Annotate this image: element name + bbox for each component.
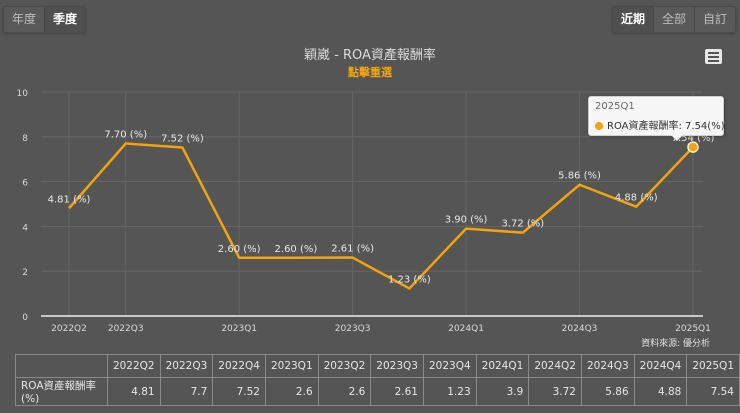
table-header-row: 2022Q2 2022Q3 2022Q4 2023Q1 2023Q2 2023Q3 2023… xyxy=(15,354,740,378)
data-label: 7.54 (%) xyxy=(672,133,715,144)
y-tick-label: 2 xyxy=(22,268,28,278)
table-cell: 5.86 xyxy=(580,377,635,406)
period-toggle: 年度 季度 xyxy=(3,6,87,33)
data-label: 5.86 (%) xyxy=(558,171,601,182)
data-labels: 4.81 (%) 7.70 (%) 7.52 (%) 2.60 (%) 2.60 (%)… xyxy=(48,130,715,286)
range-toggle: 近期 全部 自訂 xyxy=(611,6,736,33)
table-header-cell: 2025Q1 xyxy=(686,354,740,378)
data-label: 1.23 (%) xyxy=(388,274,431,285)
all-button[interactable]: 全部 xyxy=(653,7,695,32)
table-cell: 1.23 xyxy=(422,377,477,406)
y-tick-label: 6 xyxy=(22,179,28,189)
table-header-cell: 2023Q4 xyxy=(422,354,477,378)
table-cell: 2.6 xyxy=(264,377,319,406)
x-tick-label: 2025Q1 xyxy=(675,324,711,334)
table-header-cell: 2024Q2 xyxy=(528,354,582,378)
y-axis-labels: 0 2 4 6 8 10 xyxy=(17,89,29,323)
data-label: 4.81 (%) xyxy=(48,194,91,205)
tooltip: 2025Q1 ROA資產報酬率: 7.54(%) xyxy=(588,96,725,141)
recent-button[interactable]: 近期 xyxy=(612,7,654,32)
x-tick-label: 2024Q3 xyxy=(562,324,598,334)
table-header-cell: 2023Q1 xyxy=(264,354,319,378)
data-source: 資料來源: 優分析 xyxy=(641,339,710,349)
x-axis-labels: 2022Q2 2022Q3 2023Q1 2023Q3 2024Q1 2024Q3 2025… xyxy=(51,324,711,334)
table-row-label: ROA資產報酬率(%) xyxy=(15,377,108,406)
table-cell: 2.61 xyxy=(370,377,424,406)
roa-series-line[interactable] xyxy=(68,142,694,290)
table-header-cell: 2024Q1 xyxy=(475,354,530,378)
table-cell: 3.72 xyxy=(528,377,582,406)
x-tick-label: 2024Q1 xyxy=(448,324,484,334)
tooltip-title: 2025Q1 xyxy=(595,101,635,112)
quarterly-button[interactable]: 季度 xyxy=(45,7,86,32)
custom-button[interactable]: 自訂 xyxy=(694,7,735,32)
chart-title: 穎崴 - ROA資產報酬率 xyxy=(304,48,436,63)
table-header-cell: 2024Q4 xyxy=(633,354,688,378)
table-header-cell: 2023Q3 xyxy=(370,354,424,378)
data-label: 2.61 (%) xyxy=(331,244,374,255)
table-cell: 4.81 xyxy=(106,377,161,406)
table-header-cell: 2022Q3 xyxy=(159,354,214,378)
series-dot-icon xyxy=(595,122,603,130)
annual-button[interactable]: 年度 xyxy=(4,7,46,32)
table-corner-cell xyxy=(15,354,108,378)
data-label: 2.60 (%) xyxy=(275,244,318,255)
table-header-cell: 2022Q4 xyxy=(212,354,266,378)
x-tick-label: 2023Q1 xyxy=(221,324,257,334)
data-label: 3.90 (%) xyxy=(445,215,488,226)
data-label: 7.70 (%) xyxy=(104,130,147,141)
y-tick-label: 10 xyxy=(17,89,29,99)
data-label: 4.88 (%) xyxy=(615,193,658,204)
x-tick-label: 2022Q3 xyxy=(108,324,144,334)
table-cell: 7.7 xyxy=(159,377,214,406)
y-tick-label: 0 xyxy=(22,313,28,323)
table-cell: 7.52 xyxy=(212,377,266,406)
table-cell: 7.54 xyxy=(686,377,740,406)
reselect-link[interactable]: 點擊重選 xyxy=(348,66,392,79)
y-tick-label: 4 xyxy=(22,223,28,233)
table-row: ROA資產報酬率(%) 4.81 7.7 7.52 2.6 2.6 2.61 1.23 3.9 3… xyxy=(15,377,740,406)
hamburger-menu-icon[interactable] xyxy=(705,49,722,64)
data-label: 7.52 (%) xyxy=(161,134,204,145)
data-table: 2022Q2 2022Q3 2022Q4 2023Q1 2023Q2 2023Q3 2023… xyxy=(15,354,740,406)
table-cell: 2.6 xyxy=(317,377,372,406)
y-tick-label: 8 xyxy=(22,134,28,144)
hovered-data-point[interactable] xyxy=(687,141,699,153)
table-cell: 3.9 xyxy=(475,377,530,406)
x-tick-label: 2022Q2 xyxy=(51,324,87,334)
table-header-cell: 2022Q2 xyxy=(106,354,161,378)
tooltip-row: ROA資產報酬率: 7.54(%) xyxy=(595,117,725,132)
tooltip-value: ROA資產報酬率: 7.54(%) xyxy=(607,121,725,132)
table-cell: 4.88 xyxy=(633,377,688,406)
data-label: 2.60 (%) xyxy=(218,244,261,255)
table-header-cell: 2023Q2 xyxy=(317,354,372,378)
data-label: 3.72 (%) xyxy=(501,219,544,230)
table-header-cell: 2024Q3 xyxy=(580,354,635,378)
x-tick-label: 2023Q3 xyxy=(335,324,371,334)
